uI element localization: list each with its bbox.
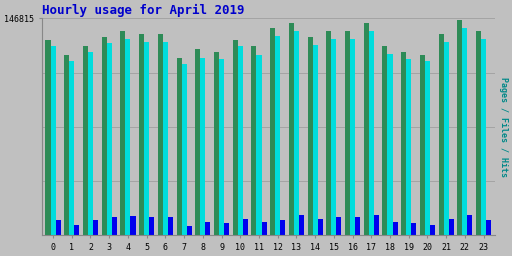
Bar bbox=[200, 58, 205, 235]
Bar bbox=[294, 31, 299, 235]
Bar bbox=[308, 37, 313, 235]
Bar bbox=[144, 42, 149, 235]
Bar bbox=[388, 54, 393, 235]
Bar bbox=[186, 226, 191, 235]
Bar bbox=[125, 39, 131, 235]
Bar bbox=[467, 215, 473, 235]
Bar bbox=[462, 28, 467, 235]
Bar bbox=[219, 59, 224, 235]
Bar bbox=[46, 40, 51, 235]
Bar bbox=[317, 219, 323, 235]
Bar bbox=[449, 219, 454, 235]
Bar bbox=[326, 31, 331, 235]
Bar bbox=[411, 223, 416, 235]
Bar bbox=[139, 34, 144, 235]
Bar bbox=[205, 222, 210, 235]
Bar bbox=[393, 222, 398, 235]
Bar bbox=[74, 225, 79, 235]
Bar bbox=[163, 42, 168, 235]
Bar bbox=[331, 39, 336, 235]
Bar bbox=[374, 215, 379, 235]
Bar bbox=[257, 55, 262, 235]
Bar bbox=[182, 64, 186, 235]
Bar bbox=[345, 31, 350, 235]
Bar bbox=[336, 218, 342, 235]
Bar bbox=[238, 46, 243, 235]
Bar bbox=[350, 39, 355, 235]
Bar bbox=[299, 215, 304, 235]
Bar bbox=[149, 218, 154, 235]
Bar bbox=[444, 42, 449, 235]
Bar bbox=[313, 45, 317, 235]
Bar bbox=[195, 49, 200, 235]
Bar bbox=[51, 46, 56, 235]
Bar bbox=[112, 218, 117, 235]
Bar bbox=[275, 36, 280, 235]
Bar bbox=[64, 55, 69, 235]
Bar bbox=[251, 46, 257, 235]
Bar bbox=[243, 219, 248, 235]
Bar bbox=[486, 220, 491, 235]
Bar bbox=[406, 59, 411, 235]
Bar bbox=[88, 52, 93, 235]
Bar bbox=[69, 61, 74, 235]
Bar bbox=[106, 43, 112, 235]
Bar bbox=[401, 52, 406, 235]
Bar bbox=[131, 216, 136, 235]
Bar bbox=[382, 46, 388, 235]
Bar bbox=[270, 28, 275, 235]
Bar bbox=[425, 61, 430, 235]
Bar bbox=[93, 220, 98, 235]
Bar bbox=[232, 40, 238, 235]
Bar bbox=[83, 46, 88, 235]
Bar bbox=[158, 34, 163, 235]
Bar bbox=[420, 55, 425, 235]
Bar bbox=[457, 20, 462, 235]
Bar bbox=[168, 218, 173, 235]
Bar bbox=[476, 31, 481, 235]
Bar bbox=[177, 58, 182, 235]
Bar bbox=[56, 220, 60, 235]
Bar bbox=[224, 223, 229, 235]
Bar bbox=[430, 225, 435, 235]
Bar bbox=[120, 31, 125, 235]
Bar bbox=[355, 218, 360, 235]
Bar bbox=[280, 220, 285, 235]
Bar bbox=[481, 39, 486, 235]
Bar bbox=[214, 52, 219, 235]
Bar bbox=[262, 222, 267, 235]
Bar bbox=[364, 23, 369, 235]
Text: Pages / Files / Hits: Pages / Files / Hits bbox=[499, 77, 508, 177]
Bar bbox=[369, 31, 374, 235]
Text: Hourly usage for April 2019: Hourly usage for April 2019 bbox=[42, 4, 244, 17]
Bar bbox=[289, 23, 294, 235]
Bar bbox=[101, 37, 106, 235]
Bar bbox=[439, 34, 444, 235]
